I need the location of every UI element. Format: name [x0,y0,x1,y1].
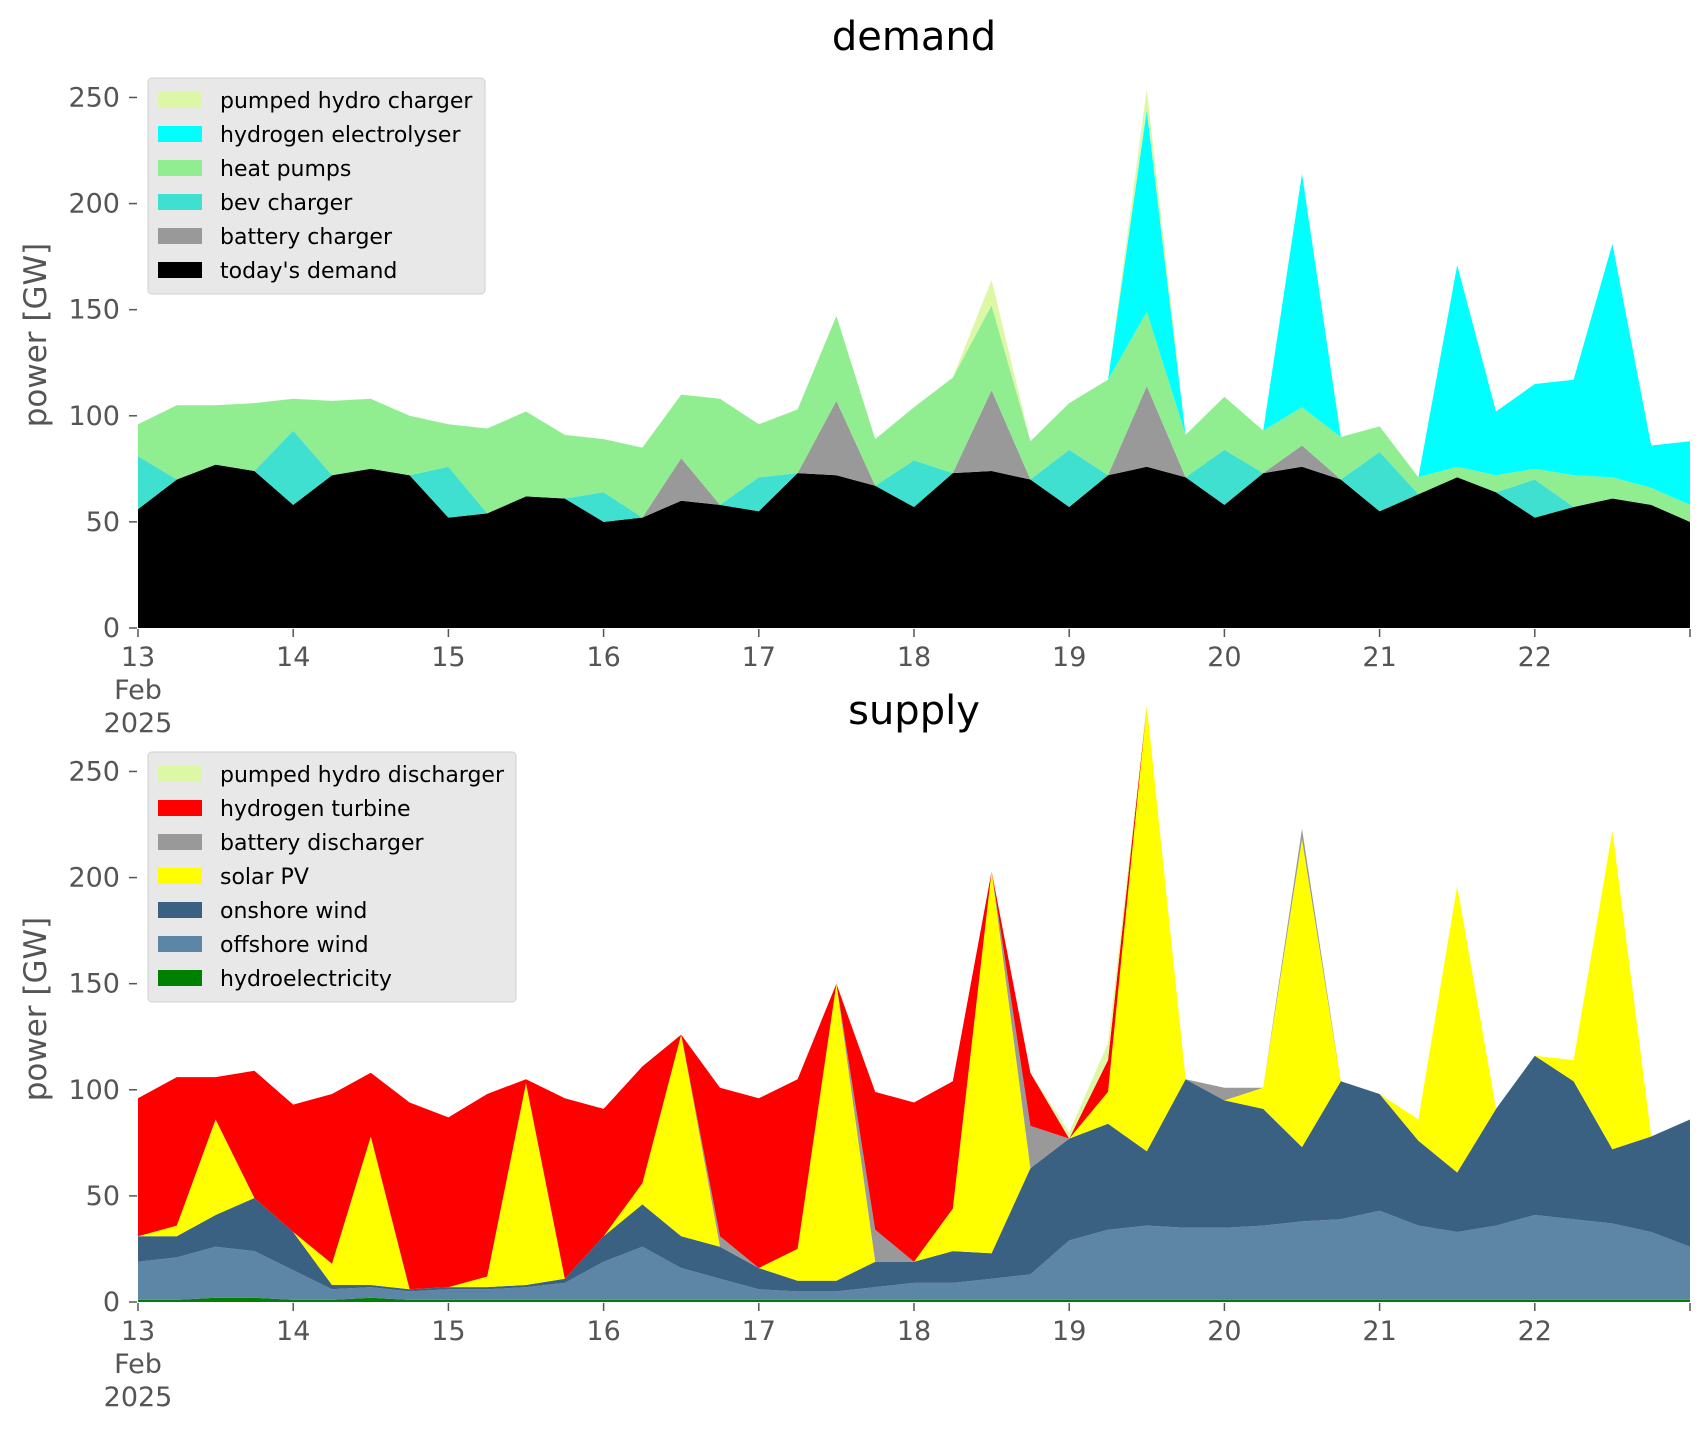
supply-x-tick-label-16: 16 [586,1316,620,1347]
demand-legend-label-heat-pumps: heat pumps [220,157,351,182]
demand-y-tick-label-50: 50 [86,507,120,538]
supply-y-tick-label-200: 200 [68,863,120,894]
demand-area-today-s-demand [138,464,1690,628]
demand-legend-label-today-s-demand: today's demand [220,259,397,284]
supply-x-tick-label-18: 18 [897,1316,931,1347]
demand-legend-box [147,77,486,295]
supply-area-solar-pv [138,705,1690,1290]
demand-y-tick-label-100: 100 [68,401,120,432]
supply-y-tick-label-0: 0 [103,1287,120,1318]
demand-x-tick-label-19: 19 [1052,642,1086,673]
supply-legend-swatch-hydroelectricity [158,970,202,986]
supply-y-tick-label-250: 250 [68,756,120,787]
demand-x-tick-label-15: 15 [431,642,465,673]
demand-legend-label-battery-charger: battery charger [220,225,393,250]
demand-x-tick-label-13: 13 [121,642,155,673]
demand-x-tick-label-22: 22 [1518,642,1552,673]
demand-legend-label-bev-charger: bev charger [220,191,353,216]
demand-y-tick-label-250: 250 [68,82,120,113]
supply-area-hydrogen-turbine [138,705,1690,1290]
demand-y-tick-label-0: 0 [103,613,120,644]
demand-legend-label-hydrogen-electrolyser: hydrogen electrolyser [220,123,461,148]
supply-legend-label-hydroelectricity: hydroelectricity [220,967,392,992]
supply-legend-label-solar-pv: solar PV [220,865,309,890]
supply-x-tick-label-20: 20 [1207,1316,1241,1347]
demand-x-tick-label-18: 18 [897,642,931,673]
demand-area-bev-charger [138,386,1690,522]
supply-x-tick-sublabel-0: Feb [114,1349,162,1380]
supply-legend-label-pumped-hydro-discharger: pumped hydro discharger [220,763,505,788]
supply-legend-label-hydrogen-turbine: hydrogen turbine [220,797,411,822]
supply-x-tick-label-22: 22 [1518,1316,1552,1347]
supply-legend-box [147,751,517,1003]
demand-x-tick-label-14: 14 [276,642,310,673]
demand-legend-swatch-hydrogen-electrolyser [158,126,202,142]
demand-area-heat-pumps [138,305,1690,522]
supply-x-tick-label-19: 19 [1052,1316,1086,1347]
demand-y-axis-label: power [GW] [18,243,54,428]
supply-y-tick-label-150: 150 [68,969,120,1000]
demand-y-tick-label-200: 200 [68,189,120,220]
supply-y-axis-label: power [GW] [18,917,54,1102]
demand-x-tick-label-17: 17 [742,642,776,673]
supply-x-tick-sublabel-1: 2025 [104,1382,173,1413]
supply-legend-swatch-battery-discharger [158,834,202,850]
supply-x-tick-label-21: 21 [1362,1316,1396,1347]
demand-x-tick-label-20: 20 [1207,642,1241,673]
demand-area-hydrogen-electrolyser [138,110,1690,505]
demand-x-tick-label-16: 16 [586,642,620,673]
supply-legend-swatch-solar-pv [158,868,202,884]
supply-title: supply [848,688,980,734]
supply-legend-swatch-hydrogen-turbine [158,800,202,816]
demand-legend-swatch-pumped-hydro-charger [158,92,202,108]
supply-x-tick-label-15: 15 [431,1316,465,1347]
demand-legend-swatch-heat-pumps [158,160,202,176]
supply-legend-label-onshore-wind: onshore wind [220,899,367,924]
supply-x-tick-label-13: 13 [121,1316,155,1347]
supply-legend-swatch-onshore-wind [158,902,202,918]
demand-x-tick-label-21: 21 [1362,642,1396,673]
demand-y-tick-label-150: 150 [68,295,120,326]
supply-legend-swatch-offshore-wind [158,936,202,952]
supply-area-offshore-wind [138,1210,1690,1300]
demand-x-tick-sublabel-0: Feb [114,675,162,706]
supply-y-tick-label-100: 100 [68,1075,120,1106]
demand-legend-label-pumped-hydro-charger: pumped hydro charger [220,89,473,114]
supply-legend-label-battery-discharger: battery discharger [220,831,425,856]
supply-legend-swatch-pumped-hydro-discharger [158,766,202,782]
supply-x-tick-label-17: 17 [742,1316,776,1347]
demand-title: demand [832,14,996,60]
demand-legend-swatch-bev-charger [158,194,202,210]
demand-legend-swatch-battery-charger [158,228,202,244]
supply-y-tick-label-50: 50 [86,1181,120,1212]
demand-x-tick-sublabel-1: 2025 [104,708,173,739]
demand-legend-swatch-today-s-demand [158,262,202,278]
supply-x-tick-label-14: 14 [276,1316,310,1347]
supply-legend-label-offshore-wind: offshore wind [220,933,369,958]
supply-area-onshore-wind [138,1055,1690,1292]
